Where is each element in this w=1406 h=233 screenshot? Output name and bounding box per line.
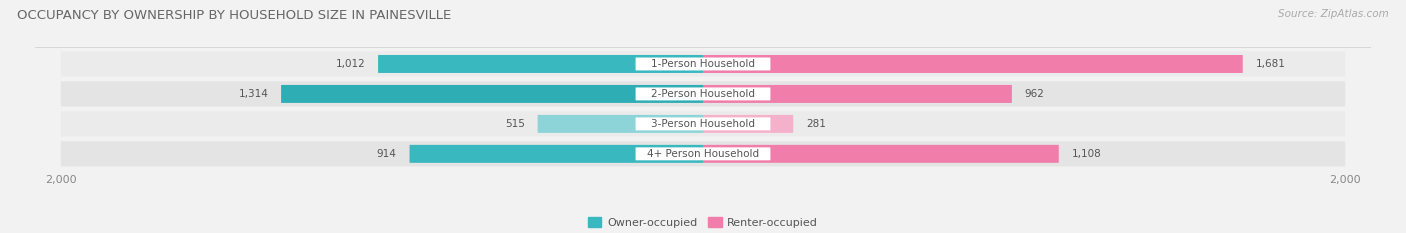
Text: 3-Person Household: 3-Person Household [651,119,755,129]
Text: 914: 914 [377,149,396,159]
FancyBboxPatch shape [60,51,1346,77]
Text: 1,012: 1,012 [336,59,366,69]
Text: 962: 962 [1025,89,1045,99]
FancyBboxPatch shape [703,115,793,133]
FancyBboxPatch shape [703,145,1059,163]
Text: 2-Person Household: 2-Person Household [651,89,755,99]
FancyBboxPatch shape [703,85,1012,103]
Text: 1,314: 1,314 [239,89,269,99]
FancyBboxPatch shape [636,58,770,70]
FancyBboxPatch shape [60,81,1346,106]
Text: 1-Person Household: 1-Person Household [651,59,755,69]
FancyBboxPatch shape [409,145,703,163]
FancyBboxPatch shape [60,111,1346,137]
FancyBboxPatch shape [537,115,703,133]
FancyBboxPatch shape [281,85,703,103]
FancyBboxPatch shape [636,117,770,130]
FancyBboxPatch shape [636,87,770,100]
Text: Source: ZipAtlas.com: Source: ZipAtlas.com [1278,9,1389,19]
FancyBboxPatch shape [378,55,703,73]
Text: 4+ Person Household: 4+ Person Household [647,149,759,159]
Text: 1,681: 1,681 [1256,59,1285,69]
Text: OCCUPANCY BY OWNERSHIP BY HOUSEHOLD SIZE IN PAINESVILLE: OCCUPANCY BY OWNERSHIP BY HOUSEHOLD SIZE… [17,9,451,22]
FancyBboxPatch shape [703,55,1243,73]
FancyBboxPatch shape [636,147,770,160]
FancyBboxPatch shape [60,141,1346,166]
Text: 281: 281 [806,119,825,129]
Text: 515: 515 [505,119,524,129]
Legend: Owner-occupied, Renter-occupied: Owner-occupied, Renter-occupied [583,213,823,232]
Text: 1,108: 1,108 [1071,149,1101,159]
